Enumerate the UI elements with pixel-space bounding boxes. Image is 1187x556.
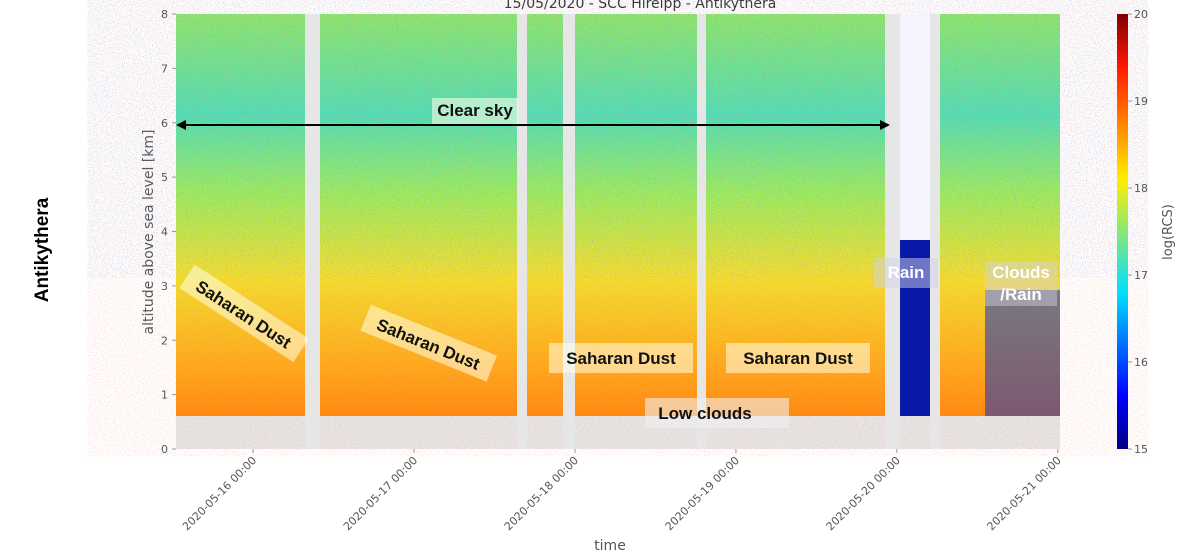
colorbar-label: log(RCS): [1161, 204, 1176, 260]
colorbar: [1117, 14, 1128, 449]
y-tick-label: 8: [161, 8, 168, 21]
y-tick-label: 6: [161, 117, 168, 130]
x-tick-label: 2020-05-16 00:00: [180, 454, 259, 533]
x-tick-label: 2020-05-19 00:00: [663, 454, 742, 533]
annotation: Rain: [888, 263, 925, 282]
x-tick-label: 2020-05-17 00:00: [341, 454, 420, 533]
y-tick-label: 0: [161, 443, 168, 456]
x-tick-label: 2020-05-21 00:00: [985, 454, 1064, 533]
heatmap: [176, 14, 1060, 449]
x-tick-label: 2020-05-20 00:00: [824, 454, 903, 533]
y-tick-label: 3: [161, 280, 168, 293]
annotation: Low clouds: [658, 404, 752, 423]
annotation: Clear sky: [437, 101, 513, 120]
side-label: Antikythera: [32, 197, 53, 302]
colorbar-tick-label: 15: [1134, 443, 1148, 456]
colorbar-tick-label: 18: [1134, 182, 1148, 195]
annotation: Clouds /Rain: [985, 262, 1057, 306]
y-tick-label: 1: [161, 389, 168, 402]
y-tick-label: 7: [161, 62, 168, 75]
chart-title: 15/05/2020 - SCC Hirelpp - Antikythera: [504, 0, 777, 12]
y-tick-label: 5: [161, 171, 168, 184]
x-tick-label: 2020-05-18 00:00: [502, 454, 581, 533]
colorbar-tick-label: 20: [1134, 8, 1148, 21]
y-tick-label: 4: [161, 226, 168, 239]
colorbar-tick-label: 17: [1134, 269, 1148, 282]
y-tick-label: 2: [161, 334, 168, 347]
colorbar-tick-label: 19: [1134, 95, 1148, 108]
annotation: Saharan Dust: [743, 349, 853, 368]
y-axis-label: altitude above sea level [km]: [141, 130, 157, 335]
annotation: Saharan Dust: [566, 349, 676, 368]
x-axis-label: time: [594, 538, 626, 554]
colorbar-tick-label: 16: [1134, 356, 1148, 369]
